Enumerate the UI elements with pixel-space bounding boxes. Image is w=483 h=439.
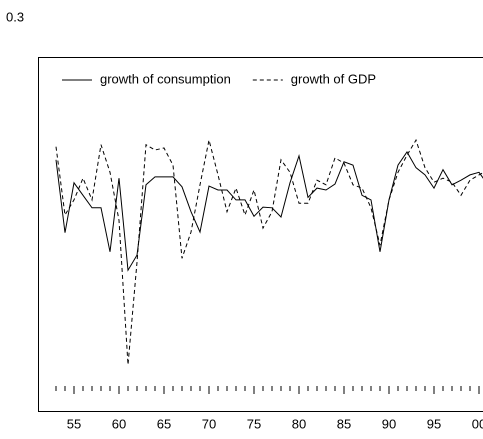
x-tick-label: 70 bbox=[202, 416, 216, 431]
x-tick-label: 65 bbox=[157, 416, 171, 431]
y-tick-label: 0.3 bbox=[6, 9, 24, 24]
x-tick-label: 95 bbox=[427, 416, 441, 431]
x-tick-label: 85 bbox=[337, 416, 351, 431]
x-tick-label: 00 bbox=[472, 416, 483, 431]
legend-label: growth of GDP bbox=[291, 71, 376, 86]
series-line bbox=[55, 151, 483, 272]
x-tick-label: 55 bbox=[67, 416, 81, 431]
plot-frame bbox=[38, 57, 483, 412]
series-line bbox=[55, 138, 483, 365]
x-tick-label: 75 bbox=[247, 416, 261, 431]
x-tick-label: 90 bbox=[382, 416, 396, 431]
legend-label: growth of consumption bbox=[100, 71, 231, 86]
x-tick-label: 60 bbox=[112, 416, 126, 431]
x-tick-label: 80 bbox=[292, 416, 306, 431]
